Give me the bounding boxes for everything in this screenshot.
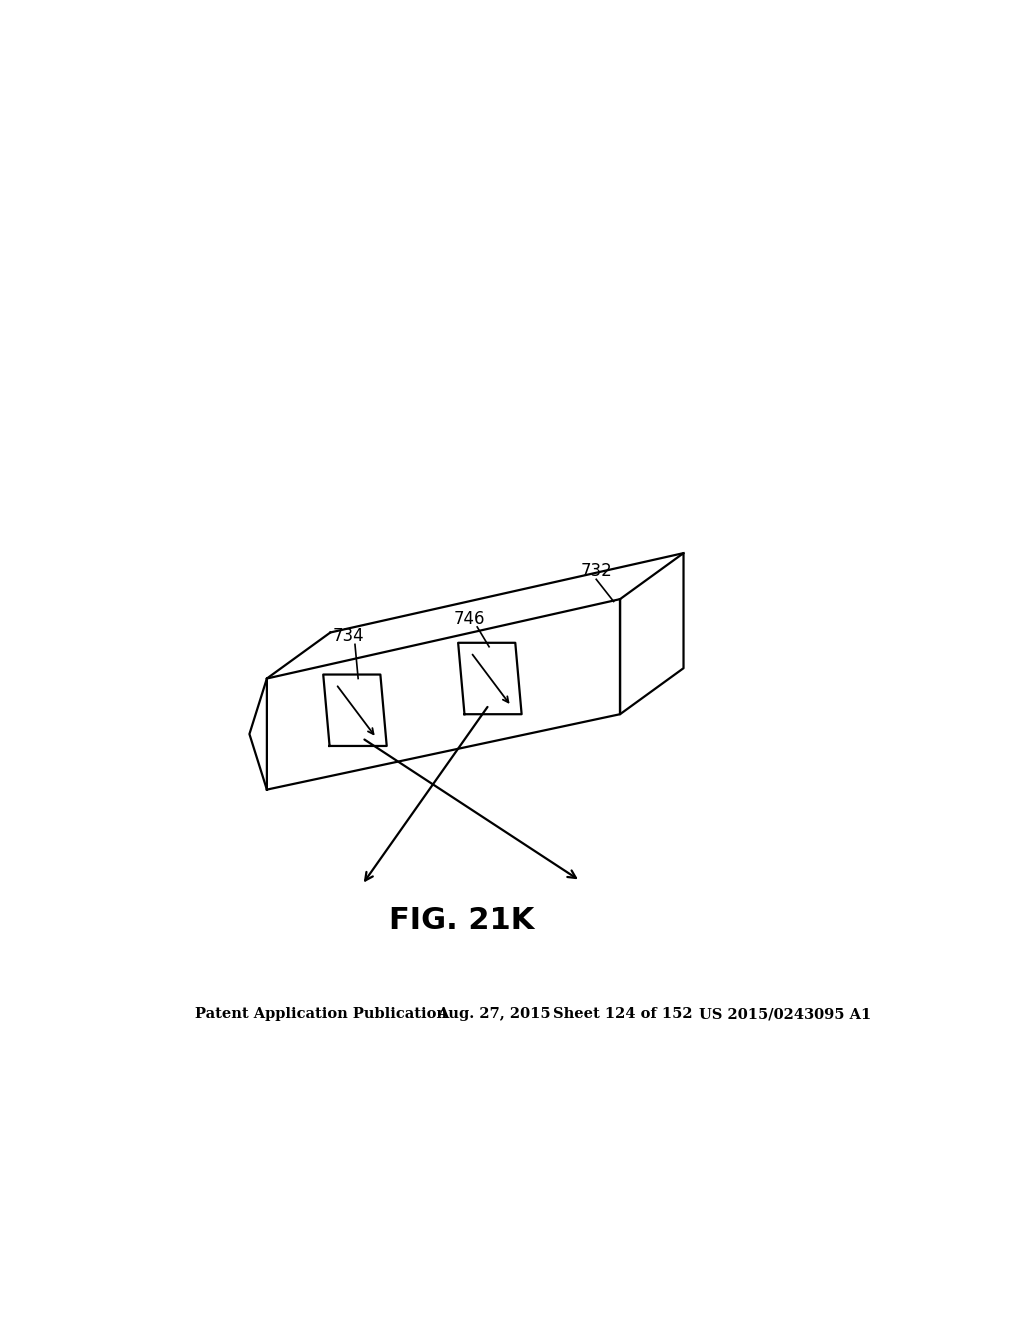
- Text: 734: 734: [333, 627, 365, 645]
- Text: 732: 732: [581, 562, 612, 581]
- Text: US 2015/0243095 A1: US 2015/0243095 A1: [699, 1007, 871, 1022]
- Text: Aug. 27, 2015: Aug. 27, 2015: [437, 1007, 551, 1022]
- Text: FIG. 21K: FIG. 21K: [389, 906, 534, 935]
- Text: Patent Application Publication: Patent Application Publication: [196, 1007, 447, 1022]
- Text: 746: 746: [454, 610, 485, 628]
- Text: Sheet 124 of 152: Sheet 124 of 152: [553, 1007, 692, 1022]
